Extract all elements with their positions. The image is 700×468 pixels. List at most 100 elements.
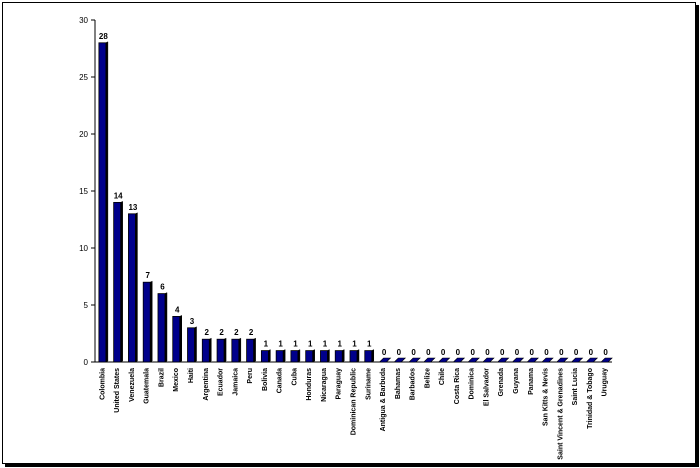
data-label: 13 <box>128 203 137 212</box>
data-label: 0 <box>500 348 505 357</box>
bar <box>393 357 407 363</box>
category-label: Guatemala <box>144 368 151 404</box>
bar <box>349 350 358 363</box>
category-label: Mexico <box>173 368 180 392</box>
data-label: 1 <box>367 340 372 349</box>
category-label: Trinidad & Tobago <box>587 368 594 429</box>
data-label: 0 <box>426 348 431 357</box>
bar <box>201 338 210 363</box>
category-label: Bolivia <box>262 368 269 391</box>
data-label: 0 <box>456 348 461 357</box>
data-label: 2 <box>249 328 254 337</box>
bar <box>334 350 343 363</box>
category-label: Suriname <box>365 368 372 400</box>
bar <box>556 357 569 363</box>
data-label: 1 <box>323 340 328 349</box>
data-label: 0 <box>441 348 446 357</box>
y-tick-label: 10 <box>79 244 88 253</box>
category-label: United States <box>114 368 121 413</box>
y-tick-label: 5 <box>84 301 89 310</box>
data-label: 0 <box>470 348 475 357</box>
category-label: Barbados <box>410 368 417 400</box>
data-label: 4 <box>175 305 180 314</box>
bar <box>378 357 392 363</box>
bar <box>187 327 195 363</box>
data-label: 0 <box>589 348 594 357</box>
category-label: Venezuela <box>129 368 136 402</box>
data-label: 1 <box>278 340 283 349</box>
bar <box>320 350 328 363</box>
data-label: 0 <box>397 348 402 357</box>
bar <box>142 281 151 363</box>
category-label: Nicaragua <box>321 368 328 402</box>
data-label: 6 <box>160 283 165 292</box>
data-label: 0 <box>382 348 387 357</box>
category-label: Peru <box>247 368 254 384</box>
bar <box>541 357 554 363</box>
bar <box>305 350 314 363</box>
category-label: Costa Rica <box>454 368 461 404</box>
category-label: Cuba <box>291 368 298 386</box>
data-label: 0 <box>603 348 608 357</box>
category-label: Guyana <box>513 368 520 394</box>
bar <box>231 338 240 363</box>
bar <box>511 357 525 363</box>
bar <box>423 357 436 363</box>
data-label: 0 <box>411 348 416 357</box>
category-label: Dominica <box>469 368 476 400</box>
y-tick-label: 25 <box>79 73 88 82</box>
bar <box>570 357 584 363</box>
data-label: 0 <box>544 348 549 357</box>
bar <box>452 357 466 363</box>
category-label: Ecuador <box>218 368 225 396</box>
category-label: Bahamas <box>395 368 402 399</box>
bar <box>585 357 599 363</box>
bar <box>275 350 284 363</box>
data-label: 0 <box>515 348 520 357</box>
category-label: Colombia <box>99 368 106 400</box>
data-label: 0 <box>485 348 490 357</box>
y-tick-label: 30 <box>79 16 88 25</box>
bar <box>290 350 299 363</box>
category-label: El Salvador <box>483 368 490 406</box>
data-label: 2 <box>234 328 239 337</box>
data-label: 1 <box>352 340 357 349</box>
category-label: Panama <box>528 368 535 395</box>
y-tick-label: 15 <box>79 187 88 196</box>
bar <box>113 201 122 363</box>
bar <box>496 357 510 363</box>
bar <box>157 293 166 363</box>
data-label: 3 <box>190 317 195 326</box>
data-label: 1 <box>264 340 269 349</box>
category-label: Saint Lucia <box>572 368 579 405</box>
bar <box>246 338 255 363</box>
data-label: 2 <box>205 328 210 337</box>
bar <box>364 350 373 363</box>
category-label: Dominican Republic <box>351 368 358 435</box>
data-label: 7 <box>145 271 150 280</box>
category-label: Antigua & Barbuda <box>380 368 387 431</box>
data-label: 2 <box>219 328 224 337</box>
data-label: 28 <box>99 32 108 41</box>
data-label: 0 <box>574 348 579 357</box>
category-label: Honduras <box>306 368 313 401</box>
category-label: Grenada <box>498 368 505 397</box>
bar <box>98 42 107 363</box>
bar <box>216 338 225 363</box>
category-label: Canada <box>277 368 284 393</box>
data-label: 1 <box>308 340 313 349</box>
bar <box>408 357 421 363</box>
category-label: Brazil <box>158 368 165 387</box>
data-label: 1 <box>293 340 298 349</box>
category-label: Saint Vincent & Grenadines <box>557 368 564 460</box>
data-label: 1 <box>338 340 343 349</box>
bar <box>526 357 539 363</box>
bar <box>260 350 269 363</box>
bar <box>482 357 495 363</box>
data-label: 14 <box>114 191 123 200</box>
bar <box>128 213 136 363</box>
category-label: Chile <box>439 368 446 385</box>
category-label: Paraguay <box>336 368 343 400</box>
data-label: 0 <box>559 348 564 357</box>
